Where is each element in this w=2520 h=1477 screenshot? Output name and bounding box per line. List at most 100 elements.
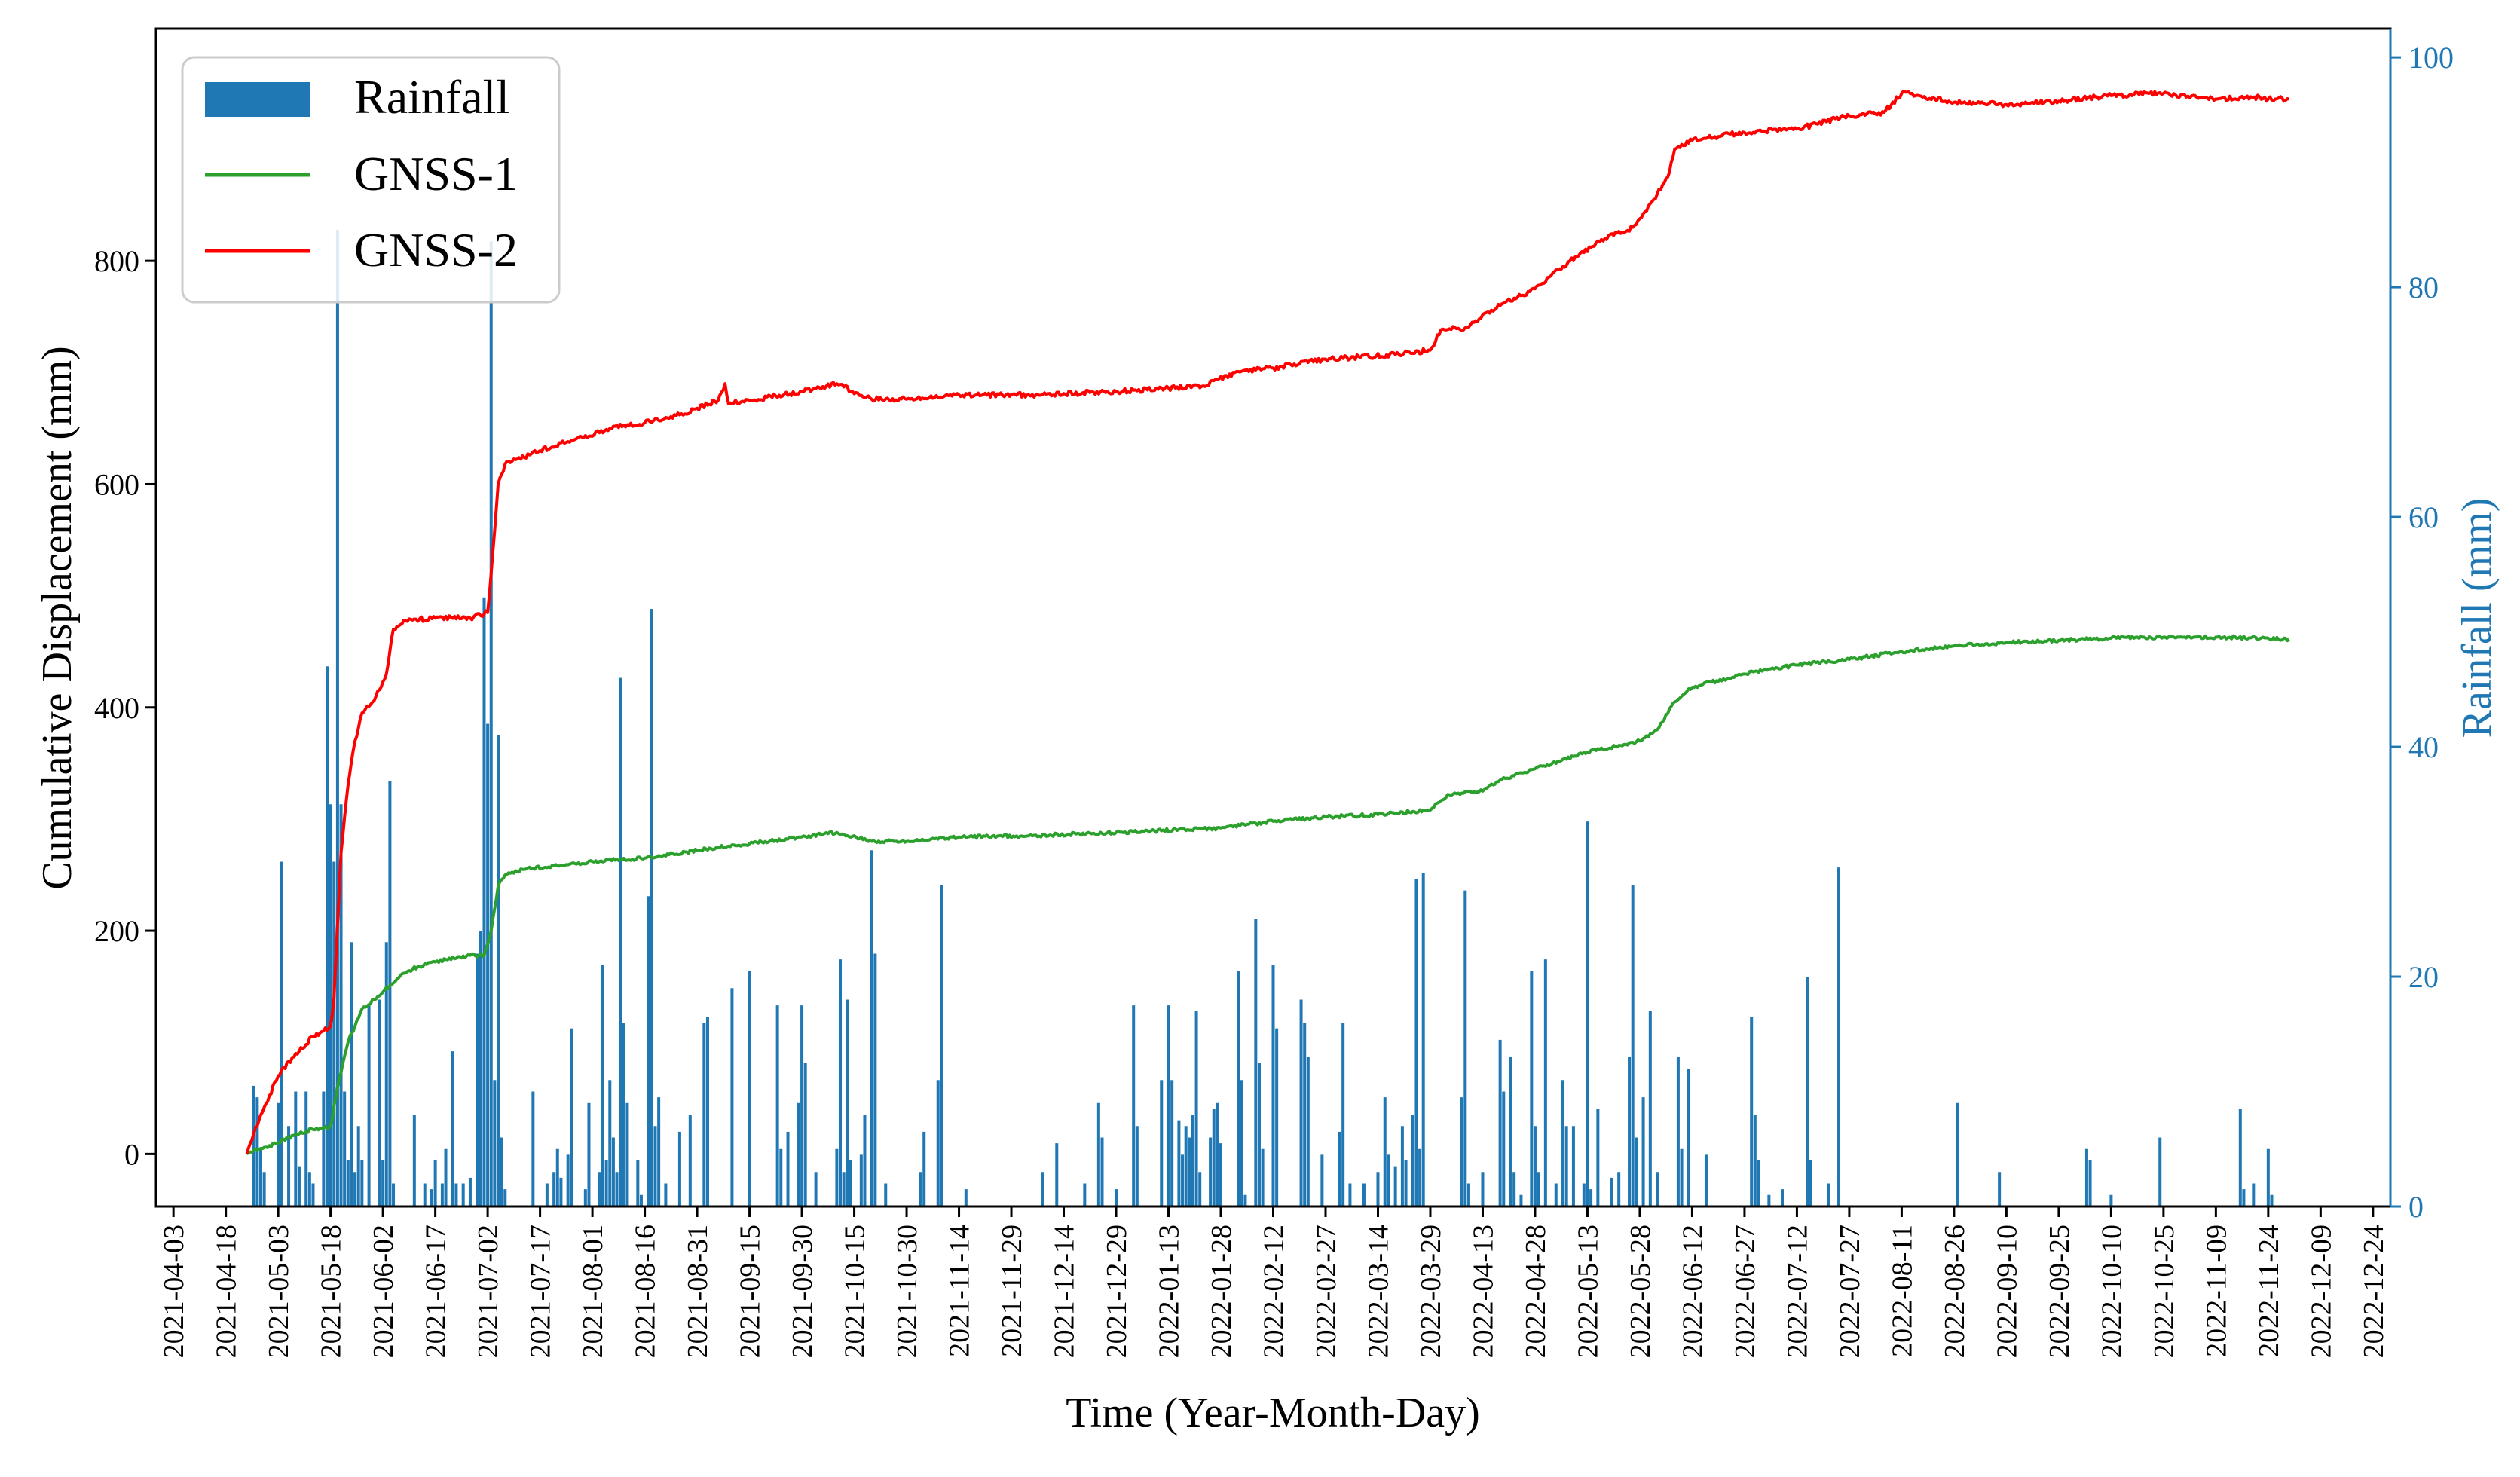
rainfall-bar: [392, 1183, 396, 1206]
rainfall-bar: [570, 1028, 573, 1206]
rainfall-bar: [839, 959, 843, 1206]
gnss1-line: [246, 634, 2290, 1155]
rainfall-bar: [2266, 1148, 2270, 1206]
rainfall-bar: [803, 1063, 807, 1206]
rainfall-bar: [1628, 1057, 1632, 1206]
legend-label-gnss1: GNSS-1: [354, 147, 518, 200]
rainfall-bar: [619, 677, 622, 1206]
rainfall-bar: [664, 1183, 668, 1206]
rainfall-bar: [1635, 1137, 1638, 1206]
rainfall-bar: [2158, 1137, 2162, 1206]
rainfall-bar: [1554, 1183, 1558, 1206]
rainfall-bar: [454, 1183, 458, 1206]
rainfall-bar: [1160, 1080, 1164, 1206]
x-tick-label: 2022-06-27: [1729, 1225, 1761, 1358]
rainfall-bar: [1537, 1172, 1540, 1206]
x-tick-label: 2021-08-31: [682, 1225, 714, 1358]
rainfall-bar: [1564, 1126, 1568, 1206]
y-left-tick-label: 200: [94, 914, 139, 948]
displacement-lines: [245, 90, 2290, 1155]
x-axis-label: Time (Year-Month-Day): [1066, 1390, 1480, 1436]
rainfall-bar: [280, 861, 283, 1206]
rainfall-bar: [559, 1177, 563, 1206]
rainfall-bar: [1509, 1057, 1512, 1206]
rainfall-bar: [367, 1005, 371, 1206]
rainfall-bar: [1100, 1137, 1104, 1206]
rainfall-bar: [451, 1051, 454, 1206]
rainfall-bar: [479, 931, 482, 1206]
rainfall-bar: [1083, 1183, 1087, 1206]
rainfall-bar: [1656, 1172, 1659, 1206]
x-tick-label: 2021-06-17: [421, 1225, 452, 1358]
rainfall-bar: [1404, 1160, 1408, 1206]
rainfall-bar: [1767, 1194, 1771, 1206]
rainfall-bar: [1466, 1183, 1470, 1206]
x-tick-label: 2021-04-18: [211, 1225, 243, 1358]
rainfall-bar: [814, 1172, 818, 1206]
x-tick-label: 2022-07-27: [1834, 1225, 1866, 1358]
rainfall-bar: [677, 1131, 681, 1206]
rainfall-bar: [378, 999, 381, 1206]
y-left-tick-label: 400: [94, 691, 139, 725]
x-tick-label: 2021-09-30: [787, 1225, 818, 1358]
rainfall-bar: [748, 971, 751, 1206]
rainfall-bar: [786, 1131, 790, 1206]
rainfall-bar: [653, 1126, 657, 1206]
y-axis-left: 0 200 400 600 800: [94, 244, 156, 1171]
rainfall-bar: [1533, 1126, 1537, 1206]
rainfall-bar: [940, 885, 943, 1206]
rainfall-bar: [1421, 873, 1425, 1206]
rainfall-bar: [601, 965, 604, 1206]
rainfall-bar: [322, 1091, 326, 1206]
rainfall-bar: [1806, 977, 1809, 1206]
rainfall-bar: [1617, 1172, 1621, 1206]
rainfall-bar: [1750, 1017, 1754, 1206]
rainfall-bar: [1341, 1023, 1345, 1206]
x-tick-label: 2021-08-01: [577, 1225, 609, 1358]
rainfall-bar: [353, 1172, 357, 1206]
rainfall-bar: [1240, 1080, 1243, 1206]
x-tick-label: 2021-10-30: [891, 1225, 923, 1358]
rainfall-bar: [1998, 1172, 2002, 1206]
legend-label-gnss2: GNSS-2: [354, 223, 518, 277]
rainfall-bar: [1837, 867, 1841, 1206]
y-right-tick-label: 60: [2408, 500, 2439, 534]
rainfall-bar: [297, 1166, 301, 1206]
rainfall-bar: [1530, 971, 1534, 1206]
rainfall-bar: [1306, 1057, 1310, 1206]
rainfall-bar: [444, 1148, 448, 1206]
rainfall-bar: [583, 1189, 587, 1206]
x-axis: 2021-04-03 2021-04-18 2021-05-03 2021-05-18…: [158, 1206, 2390, 1358]
rainfall-bar: [1191, 1115, 1194, 1206]
x-tick-label: 2021-07-02: [472, 1225, 504, 1358]
rainfall-bar: [1757, 1160, 1760, 1206]
rainfall-bar: [412, 1115, 416, 1206]
x-tick-label: 2021-07-17: [525, 1225, 557, 1358]
rainfall-bar: [922, 1131, 926, 1206]
rainfall-bar: [1411, 1115, 1414, 1206]
rainfall-bar: [332, 861, 336, 1206]
rainfall-bar: [1320, 1154, 1324, 1206]
rainfall-bar: [650, 609, 653, 1206]
x-tick-label: 2022-06-12: [1677, 1225, 1708, 1358]
rainfall-bar: [688, 1115, 692, 1206]
rainfall-bar: [489, 241, 493, 1207]
x-tick-label: 2022-05-28: [1625, 1225, 1656, 1358]
rainfall-bar: [1648, 1011, 1652, 1206]
rainfall-bar: [800, 1005, 804, 1206]
rainfall-bar: [625, 1102, 629, 1206]
rainfall-bar: [919, 1172, 922, 1206]
rainfall-bar: [1753, 1115, 1757, 1206]
rainfall-bar: [503, 1189, 507, 1206]
rainfall-bar: [329, 804, 332, 1206]
x-tick-label: 2022-11-09: [2200, 1225, 2232, 1357]
y-axis-right: 0 20 40 60 80 100: [2389, 29, 2454, 1224]
x-tick-label: 2021-11-14: [944, 1225, 976, 1357]
rainfall-bar: [326, 666, 329, 1206]
x-tick-label: 2021-09-15: [735, 1225, 766, 1358]
rainfall-bar: [307, 1172, 311, 1206]
rainfall-bar: [1400, 1126, 1404, 1206]
rainfall-bar: [705, 1017, 709, 1206]
rainfall-bar: [1216, 1102, 1219, 1206]
rainfall-bar: [775, 1005, 779, 1206]
